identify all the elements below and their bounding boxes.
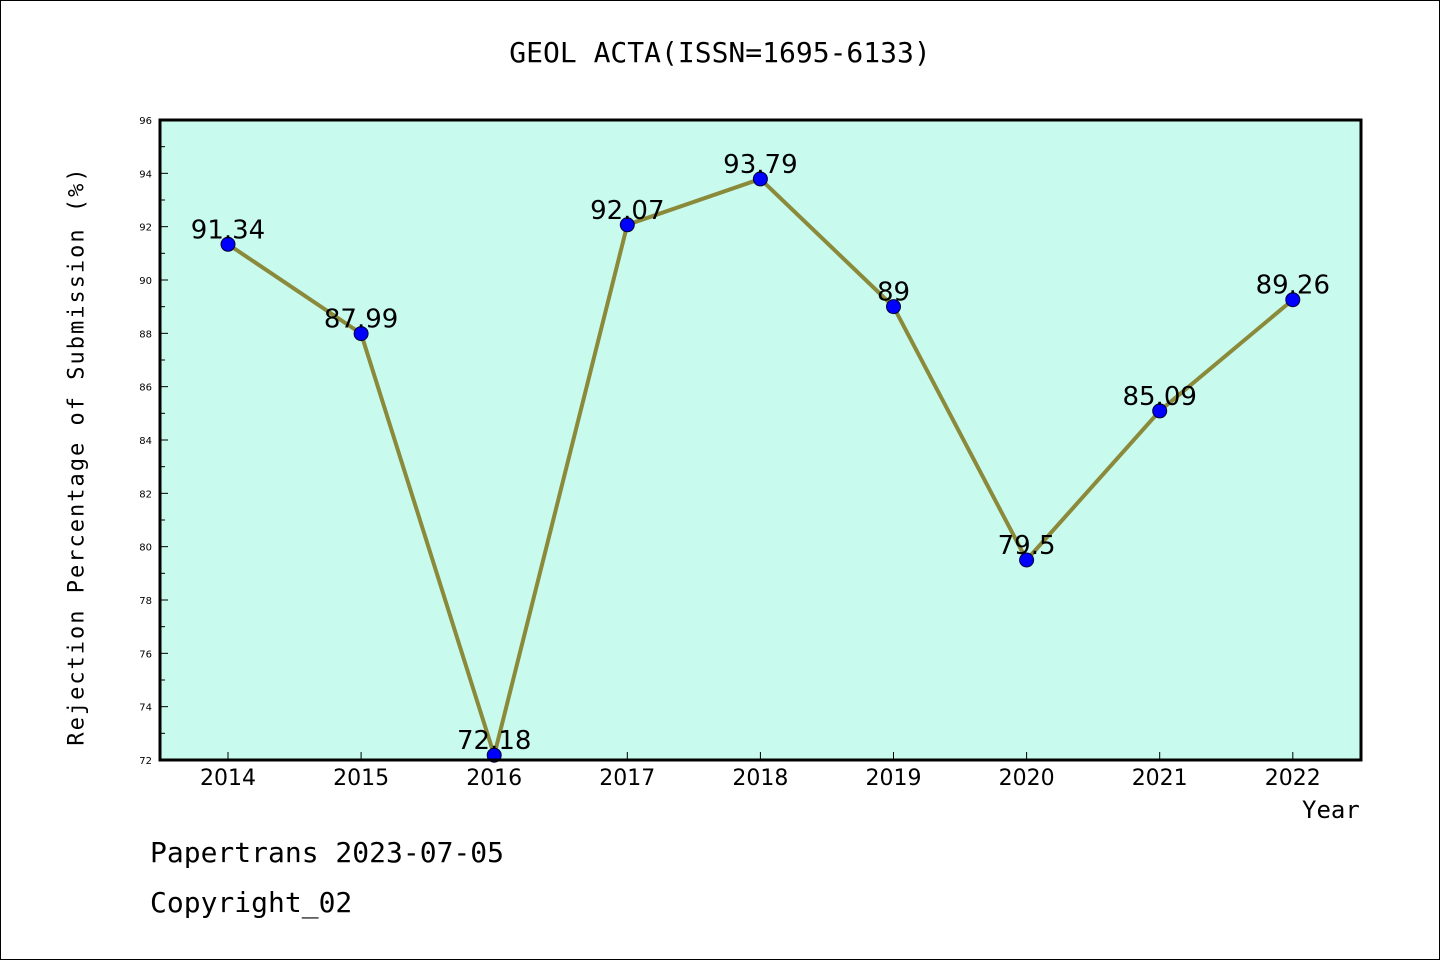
data-point [353,326,369,342]
data-label: 91.34 [191,215,265,245]
y-tick-label: 76 [139,649,152,660]
y-tick-label: 84 [139,436,152,447]
x-tick-label: 2019 [866,766,922,791]
y-tick-label: 96 [139,116,152,127]
x-axis: 2014 2015 2016 2017 2018 2019 2020 2021 2022 [200,752,1321,791]
y-tick-label: 86 [139,383,152,394]
x-tick-label: 2020 [999,766,1055,791]
x-tick-label: 2015 [333,766,389,791]
data-markers [220,171,1301,763]
data-point [1285,292,1301,308]
y-tick-label: 74 [139,703,152,714]
data-label: 92.07 [590,196,664,226]
data-label: 79.5 [998,531,1056,561]
data-label: 87.99 [324,305,398,335]
data-point [619,217,635,233]
x-tick-label: 2018 [732,766,788,791]
data-label: 85.09 [1122,382,1196,412]
x-tick-label: 2022 [1265,766,1321,791]
data-point [752,171,768,187]
x-tick-label: 2017 [599,766,655,791]
plot-area [160,120,1361,760]
data-point [886,299,901,315]
data-label: 89.26 [1256,271,1330,301]
footer-copyright: Copyright_02 [150,886,353,919]
y-tick-label: 72 [139,756,152,767]
data-label: 93.79 [723,150,797,180]
y-tick-label: 92 [139,223,152,234]
y-tick-label: 80 [139,543,152,554]
chart-title: GEOL ACTA(ISSN=1695-6133) [509,36,931,69]
y-tick-label: 78 [139,596,152,607]
y-tick-label: 94 [139,169,152,180]
footer-source: Papertrans 2023-07-05 [150,836,505,869]
y-tick-label: 82 [139,489,152,500]
x-tick-label: 2016 [466,766,522,791]
data-label: 72.18 [457,726,531,756]
x-axis-label: Year [1302,796,1360,824]
data-point [1152,403,1168,419]
y-tick-label: 88 [139,329,152,340]
data-point [1019,552,1035,568]
data-point [220,236,236,252]
x-tick-label: 2021 [1132,766,1188,791]
x-tick-label: 2014 [200,766,256,791]
data-labels: 91.34 87.99 72.18 92.07 93.79 89 79.5 85.09 89.2… [191,150,1330,756]
plot-border [158,118,1363,762]
y-tick-label: 90 [139,276,152,287]
data-label: 89 [877,278,910,308]
